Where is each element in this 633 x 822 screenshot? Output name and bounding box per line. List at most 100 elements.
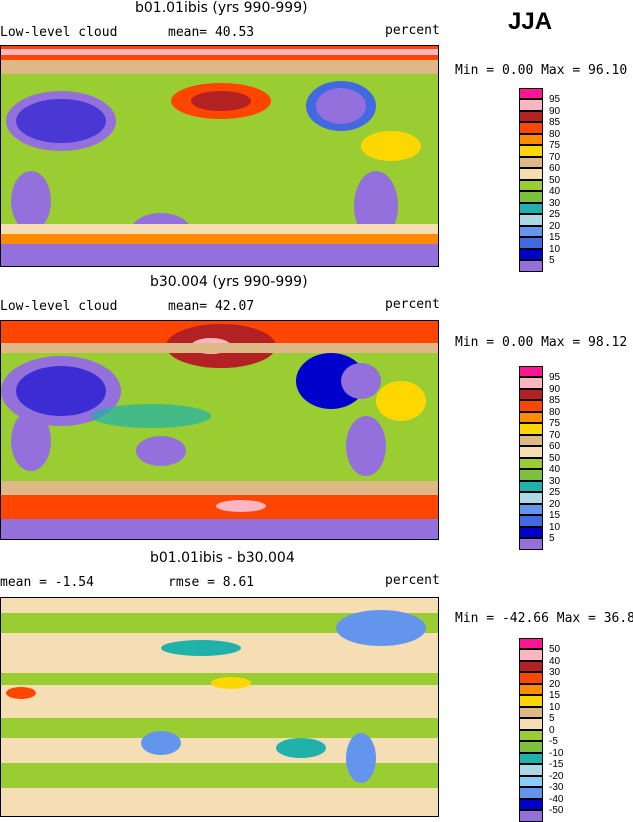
legend-swatch xyxy=(519,661,543,673)
panel3-mean: mean = -1.54 xyxy=(0,575,94,590)
legend-label: 25 xyxy=(549,487,560,499)
legend-label: -10 xyxy=(549,748,563,760)
panel3-units: percent xyxy=(385,573,440,588)
legend-swatch xyxy=(519,412,543,424)
legend-swatch xyxy=(519,99,543,111)
legend-label: 95 xyxy=(549,94,560,106)
legend-label: 20 xyxy=(549,499,560,511)
panel3-rmse: rmse = 8.61 xyxy=(168,575,254,590)
legend-label: 30 xyxy=(549,198,560,210)
legend-label: 15 xyxy=(549,690,560,702)
legend-swatch xyxy=(519,260,543,272)
panel2-variable-label: Low-level cloud xyxy=(0,299,117,314)
legend-swatch xyxy=(519,180,543,192)
legend-swatch xyxy=(519,799,543,811)
legend-label: -20 xyxy=(549,771,563,783)
legend-swatch xyxy=(519,446,543,458)
panel1-title: b01.01ibis (yrs 990-999) xyxy=(135,0,308,16)
legend-label: -40 xyxy=(549,794,563,806)
legend-label: 20 xyxy=(549,679,560,691)
panel2-map xyxy=(0,320,439,540)
panel3-title: b01.01ibis - b30.004 xyxy=(150,550,295,566)
legend-swatch xyxy=(519,515,543,527)
legend-swatch xyxy=(519,134,543,146)
legend-label: 90 xyxy=(549,384,560,396)
legend-label: 60 xyxy=(549,441,560,453)
legend-label: 10 xyxy=(549,244,560,256)
legend-label: 30 xyxy=(549,667,560,679)
legend-swatch xyxy=(519,776,543,788)
legend-swatch xyxy=(519,122,543,134)
legend-swatch xyxy=(519,249,543,261)
legend-label: 50 xyxy=(549,175,560,187)
legend-swatch xyxy=(519,492,543,504)
legend-label: 25 xyxy=(549,209,560,221)
legend-swatch xyxy=(519,157,543,169)
legend-label: 85 xyxy=(549,117,560,129)
legend-label: 5 xyxy=(549,533,555,545)
legend-label: -15 xyxy=(549,759,563,771)
legend-swatch xyxy=(519,672,543,684)
legend-swatch xyxy=(519,366,543,378)
legend-label: 0 xyxy=(549,725,555,737)
legend-label: -30 xyxy=(549,782,563,794)
panel1-variable-label: Low-level cloud xyxy=(0,25,117,40)
legend-entry: 95 xyxy=(519,366,560,378)
legend-label: 30 xyxy=(549,476,560,488)
panel1-units: percent xyxy=(385,23,440,38)
legend-label: 85 xyxy=(549,395,560,407)
season-label: JJA xyxy=(508,8,552,36)
legend-swatch xyxy=(519,458,543,470)
legend-swatch xyxy=(519,145,543,157)
legend-swatch xyxy=(519,741,543,753)
legend-swatch xyxy=(519,504,543,516)
legend-label: 10 xyxy=(549,522,560,534)
legend-label: 80 xyxy=(549,407,560,419)
legend-label: 70 xyxy=(549,152,560,164)
legend-swatch xyxy=(519,400,543,412)
legend-label: 10 xyxy=(549,702,560,714)
legend-swatch xyxy=(519,88,543,100)
legend-swatch xyxy=(519,707,543,719)
legend-label: 60 xyxy=(549,163,560,175)
legend-entry: 95 xyxy=(519,88,560,100)
legend-label: 40 xyxy=(549,186,560,198)
legend-swatch xyxy=(519,469,543,481)
legend-swatch xyxy=(519,377,543,389)
legend-swatch xyxy=(519,527,543,539)
legend-label: -5 xyxy=(549,736,558,748)
legend-swatch xyxy=(519,810,543,822)
legend-swatch xyxy=(519,718,543,730)
legend-swatch xyxy=(519,695,543,707)
legend-swatch xyxy=(519,753,543,765)
legend-label: 50 xyxy=(549,644,560,656)
panel1-mean: mean= 40.53 xyxy=(168,25,254,40)
legend-swatch xyxy=(519,168,543,180)
legend-swatch xyxy=(519,649,543,661)
legend-swatch xyxy=(519,226,543,238)
legend-label: 70 xyxy=(549,430,560,442)
legend-label: 40 xyxy=(549,656,560,668)
legend-entry: -5 xyxy=(519,730,563,742)
legend-swatch xyxy=(519,111,543,123)
legend-swatch xyxy=(519,203,543,215)
legend-label: 20 xyxy=(549,221,560,233)
legend-label: 75 xyxy=(549,140,560,152)
legend-label: 15 xyxy=(549,510,560,522)
legend-label: 15 xyxy=(549,232,560,244)
panel1-map xyxy=(0,45,439,267)
legend-swatch xyxy=(519,237,543,249)
legend-label: 40 xyxy=(549,464,560,476)
panel3-map xyxy=(0,597,439,817)
legend-label: 95 xyxy=(549,372,560,384)
legend-swatch xyxy=(519,435,543,447)
legend-label: 80 xyxy=(549,129,560,141)
legend-swatch xyxy=(519,764,543,776)
legend-swatch xyxy=(519,787,543,799)
legend-entry: 50 xyxy=(519,638,563,650)
legend-label: 50 xyxy=(549,453,560,465)
legend-swatch xyxy=(519,389,543,401)
